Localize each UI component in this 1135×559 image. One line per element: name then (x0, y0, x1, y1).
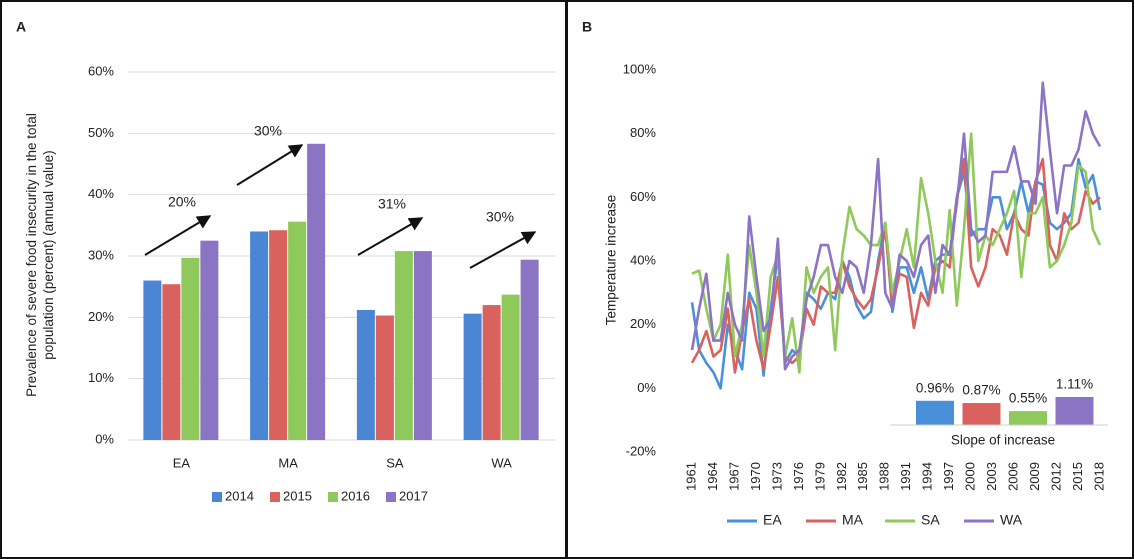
x-tick-label: 1976 (791, 462, 806, 491)
x-tick-label: 2000 (963, 462, 978, 491)
inset-value-label: 0.96% (916, 380, 954, 395)
y-tick-label: 80% (630, 125, 656, 140)
x-tick-label: 1979 (812, 462, 827, 491)
x-tick-label: SA (386, 455, 404, 470)
annotation-arrow (236, 144, 304, 186)
panel-label: A (16, 19, 26, 35)
bar (501, 294, 520, 440)
inset-bar (1009, 411, 1047, 425)
y-tick-label: 20% (630, 316, 656, 331)
y-tick-label: 10% (88, 370, 114, 385)
inset-bar (1055, 397, 1094, 425)
bar (181, 257, 200, 440)
inset-value-label: 1.11% (1056, 377, 1093, 392)
bar (463, 313, 482, 440)
x-tick-label: 1967 (726, 462, 741, 491)
y-tick-label: 0% (637, 380, 656, 395)
y-tick-label: -20% (626, 443, 657, 458)
bar (250, 231, 269, 440)
legend-label: EA (763, 512, 782, 528)
legend-label: 2016 (341, 488, 370, 503)
x-tick-label: 2015 (1070, 462, 1085, 491)
inset-bar (962, 403, 1001, 425)
x-tick-label: 1982 (834, 462, 849, 491)
legend-label: SA (921, 512, 940, 528)
x-tick-label: 1970 (748, 462, 763, 491)
y-tick-label: 40% (630, 252, 656, 267)
bar (394, 251, 413, 440)
x-tick-label: WA (491, 455, 512, 470)
legend-label: 2015 (283, 488, 312, 503)
x-tick-label: 1988 (877, 462, 892, 491)
bar (307, 143, 326, 440)
x-tick-label: 1997 (941, 462, 956, 491)
legend-label: 2014 (225, 488, 254, 503)
inset-bar (916, 400, 954, 425)
legend-label: 2017 (399, 488, 428, 503)
y-tick-label: 100% (623, 61, 657, 76)
bar (520, 259, 539, 440)
y-tick-label: 40% (88, 186, 114, 201)
bar (162, 284, 181, 440)
bar (200, 240, 219, 440)
x-tick-label: 1973 (769, 462, 784, 491)
bar (375, 315, 394, 440)
y-axis-label: Prevalence of severe food insecurity in … (24, 113, 56, 397)
x-tick-label: 1964 (705, 462, 720, 491)
annotation: 31% (378, 196, 406, 212)
y-tick-label: 20% (88, 309, 114, 324)
y-axis-label: Temperature increase (604, 195, 619, 326)
bar (288, 221, 307, 440)
annotation: 30% (486, 209, 514, 225)
panel-frame (566, 0, 1134, 559)
y-tick-label: 30% (88, 247, 114, 262)
legend-swatch (328, 492, 338, 502)
y-tick-label: 60% (88, 63, 114, 78)
bar (413, 251, 432, 440)
inset-value-label: 0.55% (1009, 391, 1047, 406)
legend-swatch (386, 492, 396, 502)
annotation: 30% (254, 123, 282, 139)
x-tick-label: 1994 (920, 462, 935, 491)
x-tick-label: 1985 (855, 462, 870, 491)
x-tick-label: 2018 (1091, 462, 1106, 491)
panel-label: B (582, 19, 592, 35)
x-tick-label: MA (278, 455, 298, 470)
annotation: 20% (168, 194, 196, 210)
y-tick-label: 0% (95, 431, 114, 446)
x-tick-label: 2009 (1027, 462, 1042, 491)
x-tick-label: 1991 (898, 462, 913, 491)
x-tick-label: 2003 (984, 462, 999, 491)
annotation-arrow (144, 215, 212, 256)
legend-label: WA (1000, 512, 1023, 528)
legend-swatch (270, 492, 280, 502)
bar (482, 305, 501, 440)
annotation-arrow (357, 217, 424, 256)
x-tick-label: 2006 (1006, 462, 1021, 491)
inset-title: Slope of increase (951, 433, 1055, 448)
x-tick-label: EA (173, 455, 191, 470)
legend-swatch (212, 492, 222, 502)
bar (356, 309, 375, 440)
y-tick-label: 60% (630, 189, 656, 204)
x-tick-label: 1961 (683, 462, 698, 491)
inset-value-label: 0.87% (962, 383, 1000, 398)
legend-label: MA (842, 512, 864, 528)
x-tick-label: 2012 (1048, 462, 1063, 491)
series-line (690, 81, 1102, 371)
y-tick-label: 50% (88, 125, 114, 140)
annotation-arrow (469, 231, 537, 269)
bar (143, 280, 162, 440)
bar (269, 230, 288, 440)
